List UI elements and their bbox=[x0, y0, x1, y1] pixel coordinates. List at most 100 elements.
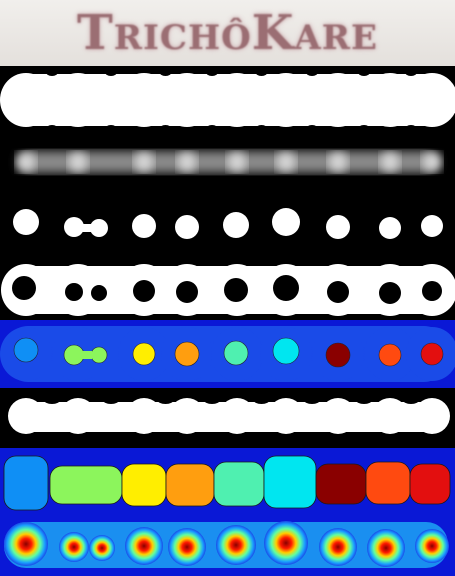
watershed-segment bbox=[409, 463, 451, 505]
watershed-segment bbox=[315, 463, 367, 505]
mask-blob bbox=[364, 73, 416, 127]
labeled-seed bbox=[272, 337, 300, 365]
seed-dot bbox=[421, 215, 443, 237]
eroded-notch bbox=[44, 396, 60, 404]
mask-notch bbox=[255, 125, 268, 132]
seed-markers-panel bbox=[0, 194, 455, 260]
distance-heatmap-panel bbox=[0, 514, 455, 576]
mask-blob bbox=[260, 73, 312, 127]
labeled-seed bbox=[420, 342, 444, 366]
eroded-notch bbox=[304, 432, 320, 440]
eroded-mask-panel bbox=[0, 388, 455, 448]
labeled-seed bbox=[174, 341, 200, 367]
heat-spot bbox=[216, 525, 256, 565]
eroded-notch bbox=[157, 432, 174, 440]
blur-blob bbox=[422, 152, 442, 172]
blur-blob bbox=[68, 152, 88, 172]
logo-banner: TrichôKare bbox=[0, 0, 455, 66]
eroded-notch bbox=[44, 432, 60, 440]
eroded-notch bbox=[103, 432, 119, 440]
blur-blob bbox=[380, 152, 400, 172]
blurred-mask-panel bbox=[0, 132, 455, 194]
mask-notch bbox=[159, 125, 172, 132]
mask-notch bbox=[405, 68, 417, 76]
watershed-segment bbox=[49, 465, 123, 505]
eroded-blob bbox=[219, 398, 255, 434]
eroded-blob bbox=[414, 398, 450, 434]
watershed-segment bbox=[365, 461, 411, 505]
labeled-seed bbox=[90, 346, 108, 364]
heat-spot bbox=[4, 522, 48, 566]
ring-hole bbox=[327, 281, 349, 303]
mask-blob bbox=[118, 73, 170, 127]
watershed-segment bbox=[165, 463, 215, 507]
mask-blob bbox=[211, 73, 263, 127]
heat-spot bbox=[415, 529, 449, 563]
heat-spot bbox=[125, 527, 163, 565]
seed-dot bbox=[64, 217, 84, 237]
mask-notch bbox=[46, 68, 58, 76]
eroded-notch bbox=[356, 396, 372, 404]
eroded-blob bbox=[60, 398, 96, 434]
ring-hole bbox=[379, 282, 401, 304]
eroded-notch bbox=[403, 432, 419, 440]
labeled-bridge bbox=[80, 351, 92, 359]
seed-dot bbox=[379, 217, 401, 239]
eroded-notch bbox=[403, 396, 419, 404]
ring-hole bbox=[91, 285, 107, 301]
eroded-blob bbox=[169, 398, 205, 434]
ring-hole bbox=[176, 281, 198, 303]
mask-notch bbox=[255, 68, 268, 76]
mask-blob bbox=[161, 73, 213, 127]
eroded-notch bbox=[304, 396, 320, 404]
mask-notch bbox=[105, 68, 117, 76]
watershed-segment bbox=[263, 455, 317, 509]
watershed-segment bbox=[3, 455, 49, 511]
ring-hole bbox=[224, 278, 248, 302]
mask-notch bbox=[105, 125, 117, 132]
blur-blob bbox=[276, 152, 296, 172]
mask-notch bbox=[46, 125, 58, 132]
labeled-seed bbox=[378, 343, 402, 367]
mask-notch bbox=[159, 68, 172, 76]
eroded-notch bbox=[253, 396, 270, 404]
heat-spot bbox=[367, 529, 405, 567]
labeled-seed bbox=[13, 337, 39, 363]
seed-bridge bbox=[80, 224, 94, 232]
eroded-notch bbox=[103, 396, 119, 404]
ring-hole bbox=[273, 275, 299, 301]
mask-blob bbox=[52, 73, 104, 127]
heat-spot bbox=[59, 532, 89, 562]
labeled-seeds-panel bbox=[0, 320, 455, 388]
eroded-blob bbox=[320, 398, 356, 434]
blur-blob bbox=[134, 152, 154, 172]
seed-dot bbox=[326, 215, 350, 239]
mask-notch bbox=[358, 125, 370, 132]
heat-spot bbox=[89, 535, 115, 561]
mask-blob bbox=[0, 73, 52, 127]
mask-notch bbox=[206, 68, 218, 76]
watershed-segments-panel bbox=[0, 448, 455, 514]
seed-dot bbox=[223, 212, 249, 238]
seed-dot bbox=[132, 214, 156, 238]
watershed-segment bbox=[213, 461, 265, 507]
mask-blob bbox=[312, 73, 364, 127]
heat-spot bbox=[168, 528, 206, 566]
ring-markers-panel bbox=[0, 260, 455, 320]
binary-mask-panel bbox=[0, 66, 455, 132]
labeled-seed bbox=[223, 340, 249, 366]
ring-hole bbox=[65, 283, 83, 301]
mask-notch bbox=[306, 125, 318, 132]
logo-text: TrichôKare bbox=[77, 5, 378, 61]
eroded-notch bbox=[204, 396, 220, 404]
mask-notch bbox=[306, 68, 318, 76]
blur-blob bbox=[177, 152, 197, 172]
eroded-blob bbox=[268, 398, 304, 434]
blur-blob bbox=[227, 152, 247, 172]
mask-notch bbox=[206, 125, 218, 132]
eroded-blob bbox=[8, 398, 44, 434]
labeled-seed bbox=[132, 342, 156, 366]
eroded-notch bbox=[253, 432, 270, 440]
seed-dot bbox=[13, 209, 39, 235]
heat-spot bbox=[319, 528, 357, 566]
